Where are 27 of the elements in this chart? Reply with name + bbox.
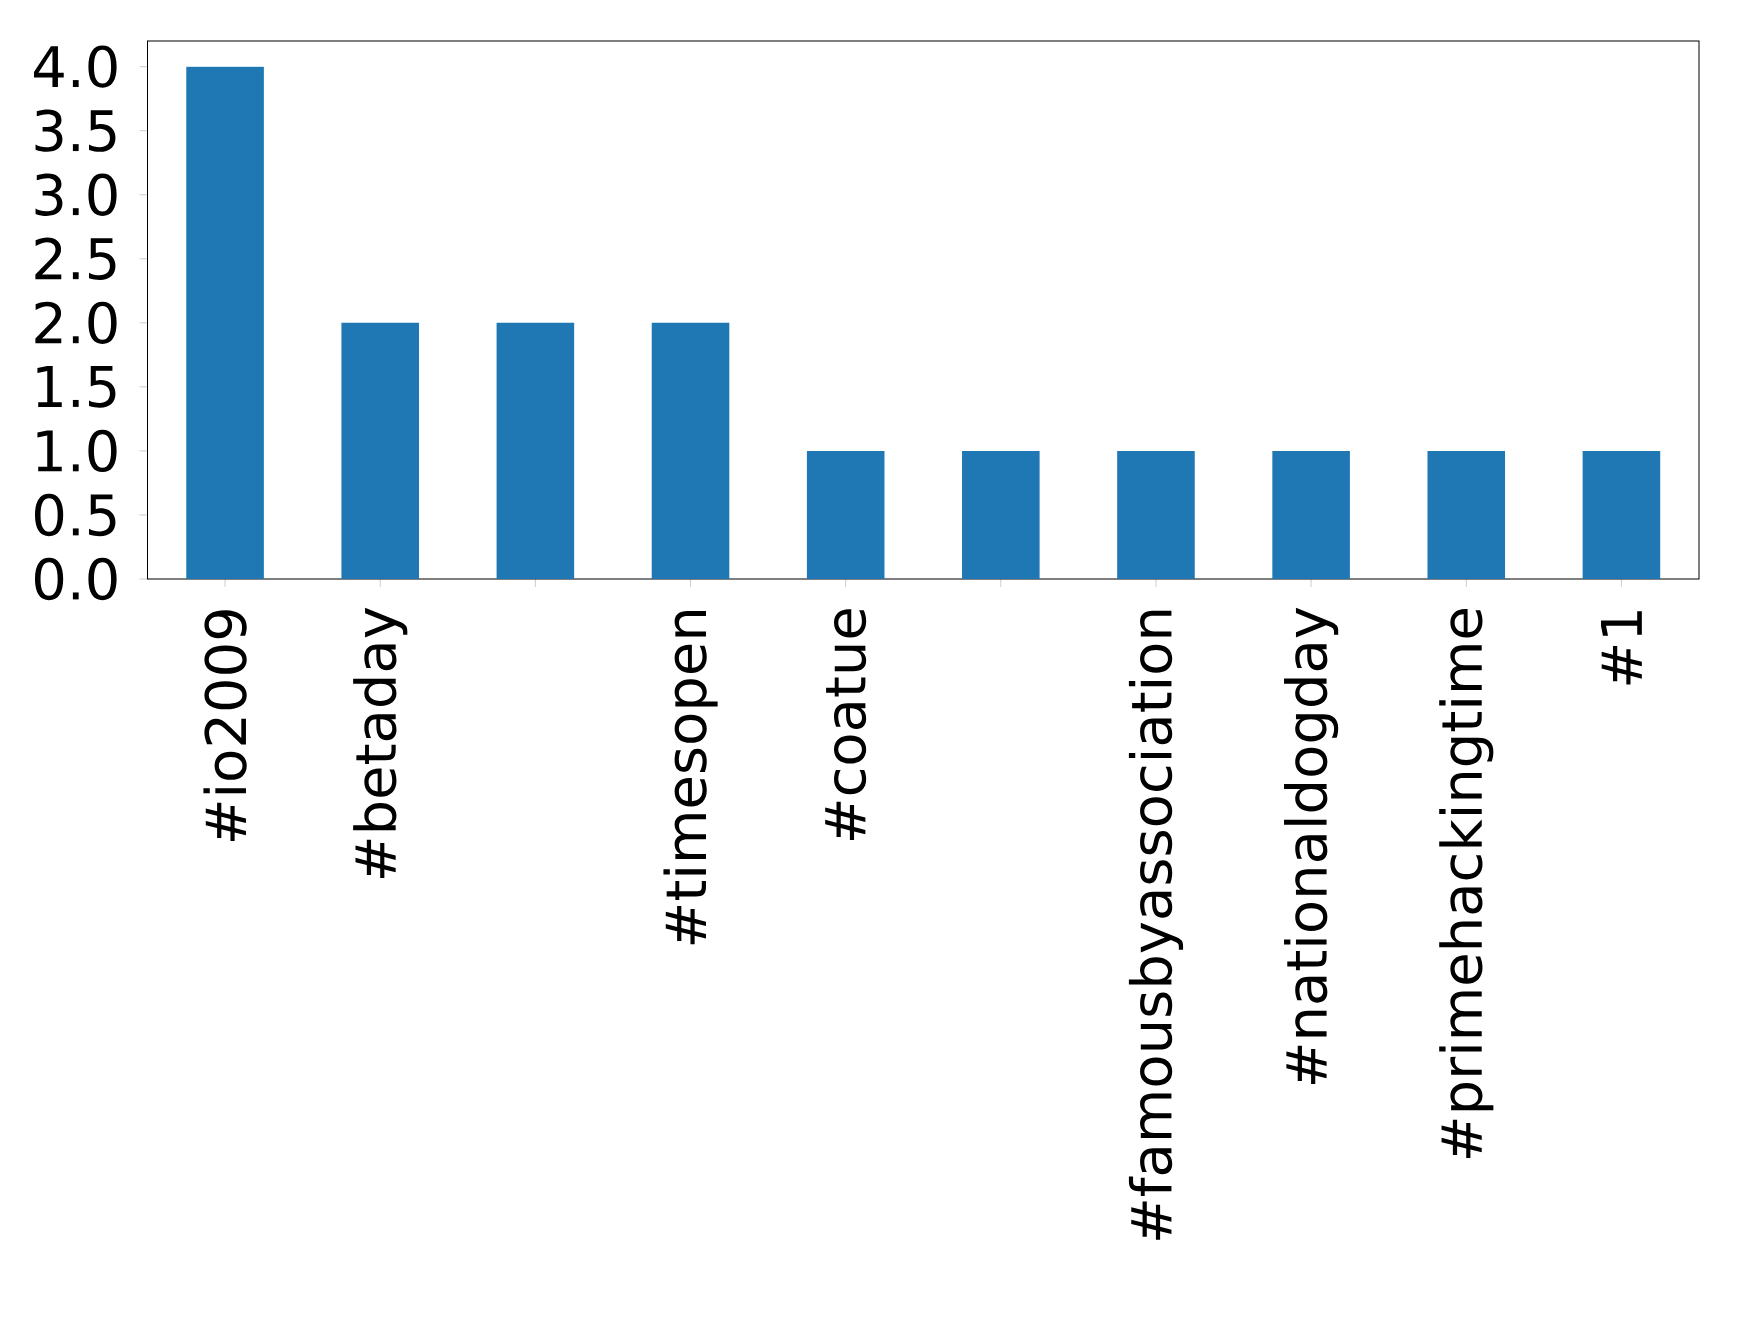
bar (1427, 450, 1506, 580)
y-tick-label: 1.0 (37, 429, 117, 473)
x-tick-label: #nationaldogday (1284, 607, 1339, 1085)
y-tick-label: 0.5 (34, 493, 116, 537)
x-tick-label: #betaday (353, 607, 408, 879)
y-tick-label: 4.0 (34, 45, 117, 88)
x-tick-label: #coatue (825, 609, 867, 841)
x-tick-label: #io2009 (203, 610, 247, 842)
bar (186, 66, 264, 580)
bar (1117, 450, 1195, 580)
x-tick-label: #1 (1601, 611, 1642, 685)
y-tick-label: 3.0 (35, 173, 117, 216)
y-tick-label: 2.5 (35, 237, 116, 280)
bar (651, 322, 730, 580)
y-tick-label: 1.5 (37, 366, 116, 408)
bar (496, 322, 575, 580)
bar (962, 450, 1040, 580)
y-tick-label: 3.5 (35, 109, 116, 152)
x-tick-label: #primehackingtime (1439, 609, 1494, 1159)
bar (341, 322, 420, 580)
bar (1272, 450, 1350, 580)
x-tick-label: #timesopen (663, 610, 718, 945)
bar (1582, 450, 1661, 580)
bar (806, 450, 885, 580)
x-tick-label: #famousbyassociation (1128, 610, 1184, 1240)
y-tick-label: 0.0 (34, 557, 117, 601)
y-tick-label: 2.0 (35, 301, 117, 344)
